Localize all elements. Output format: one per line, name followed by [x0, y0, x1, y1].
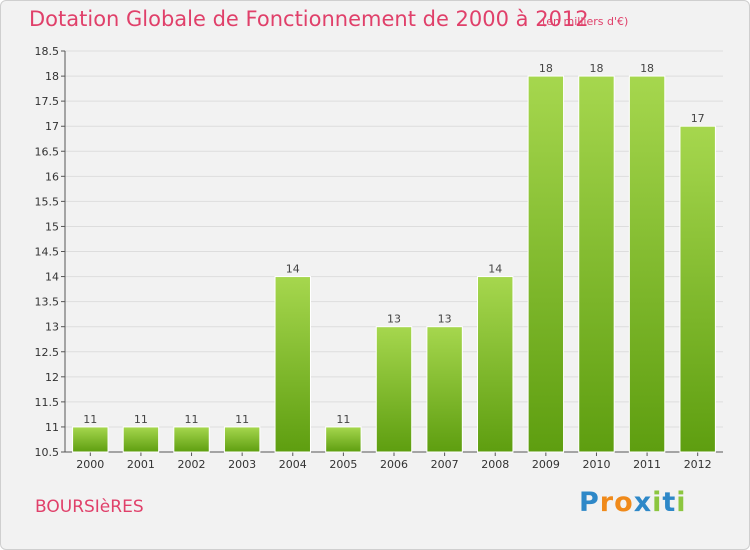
bar-2000: [72, 426, 109, 453]
y-tick-label: 13.5: [35, 296, 60, 309]
bar-2007: [426, 326, 463, 453]
bar-2003: [223, 426, 261, 453]
y-tick-label: 11.5: [35, 396, 60, 409]
logo-letter: x: [633, 487, 653, 518]
x-tick-label: 2000: [76, 458, 104, 471]
x-tick-label: 2002: [178, 458, 206, 471]
logo-letter: o: [614, 487, 634, 518]
bar-value-label: 14: [488, 263, 502, 276]
y-tick-label: 12: [45, 371, 59, 384]
bar-2005: [325, 426, 362, 453]
bar-2011: [628, 75, 666, 453]
y-tick-label: 15: [45, 220, 59, 233]
bar-value-label: 18: [539, 62, 553, 75]
x-tick-label: 2007: [431, 458, 459, 471]
y-tick-label: 18: [45, 70, 59, 83]
chart-subtitle: (en milliers d'€): [542, 15, 629, 28]
bar-2006: [375, 326, 413, 453]
bar-value-label: 11: [83, 413, 97, 426]
x-tick-label: 2010: [582, 458, 610, 471]
x-tick-label: 2003: [228, 458, 256, 471]
proxiti-logo: Proxiti: [579, 487, 687, 518]
bar-value-label: 17: [691, 112, 705, 125]
x-tick-label: 2001: [127, 458, 155, 471]
bar-2002: [173, 426, 210, 453]
bar-value-label: 11: [134, 413, 148, 426]
y-tick-label: 10.5: [35, 446, 60, 459]
chart-title: Dotation Globale de Fonctionnement de 20…: [29, 7, 589, 31]
y-tick-label: 17.5: [35, 95, 60, 108]
bar-value-label: 18: [589, 62, 603, 75]
logo-letter: i: [652, 487, 663, 518]
logo-letter: i: [676, 487, 687, 518]
bars: [72, 75, 716, 453]
bar-value-label: 13: [438, 313, 452, 326]
x-tick-label: 2012: [684, 458, 712, 471]
bar-2012: [679, 125, 716, 453]
y-tick-label: 18.5: [35, 45, 60, 58]
x-tick-label: 2011: [633, 458, 661, 471]
commune-name: BOURSIèRES: [35, 497, 144, 517]
y-tick-label: 11: [45, 421, 59, 434]
labels: 10.5 11 11.5 12 12.5 13 13.5 14 14.5 15 15.5 16 16.5…: [35, 45, 712, 471]
x-tick-label: 2009: [532, 458, 560, 471]
bar-value-label: 11: [185, 413, 199, 426]
y-tick-label: 12.5: [35, 346, 60, 359]
x-tick-label: 2004: [279, 458, 307, 471]
bar-value-label: 18: [640, 62, 654, 75]
bar-value-label: 11: [336, 413, 350, 426]
bar-2008: [477, 276, 514, 453]
logo-letter: t: [662, 487, 677, 518]
bar-2004: [274, 276, 311, 453]
x-tick-label: 2008: [481, 458, 509, 471]
bar-value-label: 13: [387, 313, 401, 326]
bar-2009: [527, 75, 565, 453]
y-tick-label: 14: [45, 271, 59, 284]
y-tick-label: 13: [45, 321, 59, 334]
logo-letter: r: [599, 487, 615, 518]
x-tick-label: 2006: [380, 458, 408, 471]
y-tick-label: 16.5: [35, 145, 60, 158]
y-tick-label: 16: [45, 170, 59, 183]
y-tick-label: 15.5: [35, 195, 60, 208]
bar-2001: [122, 426, 160, 453]
y-tick-label: 14.5: [35, 246, 60, 259]
bar-value-label: 14: [286, 263, 300, 276]
bar-value-label: 11: [235, 413, 249, 426]
y-tick-label: 17: [45, 120, 59, 133]
bar-2010: [578, 75, 615, 453]
x-tick-label: 2005: [329, 458, 357, 471]
logo-letter: P: [579, 487, 600, 518]
